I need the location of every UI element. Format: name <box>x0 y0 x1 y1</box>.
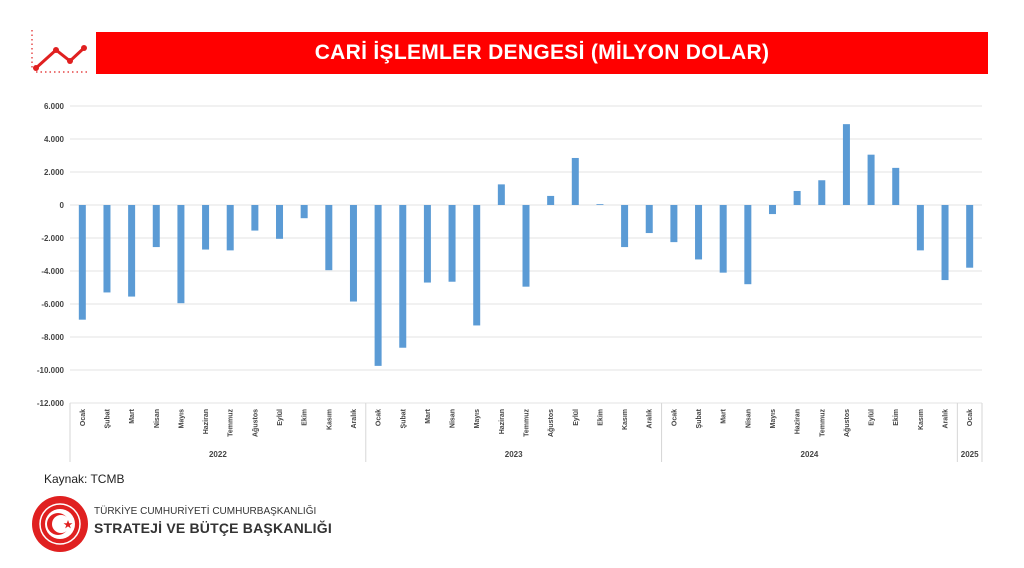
x-tick-label: Haziran <box>795 409 802 434</box>
x-tick-label: Ağustos <box>252 409 259 437</box>
x-tick-label: Temmuz <box>819 409 826 437</box>
group-label: 2024 <box>801 450 819 459</box>
group-label: 2022 <box>209 450 227 459</box>
trend-line-icon <box>31 30 88 73</box>
x-tick-label: Aralık <box>647 409 654 429</box>
x-tick-label: Mayıs <box>474 409 481 429</box>
x-tick-label: Aralık <box>351 409 358 429</box>
bar <box>892 167 900 205</box>
bar <box>349 205 357 302</box>
y-tick-label: -10.000 <box>37 366 65 375</box>
source-note: Kaynak: TCMB <box>44 472 125 486</box>
bar <box>719 205 727 273</box>
x-tick-label: Mayıs <box>178 409 185 429</box>
x-tick-label: Temmuz <box>524 409 531 437</box>
x-tick-label: Ocak <box>80 409 87 426</box>
bar <box>744 205 752 285</box>
bar <box>916 205 924 251</box>
x-tick-label: Ağustos <box>844 409 851 437</box>
x-tick-label: Kasım <box>622 409 629 430</box>
bar <box>152 205 160 248</box>
x-tick-label: Eylül <box>573 409 580 426</box>
x-tick-label: Ekim <box>893 409 900 426</box>
y-tick-label: 2.000 <box>44 168 65 177</box>
bar <box>202 205 210 250</box>
x-tick-label: Şubat <box>696 408 703 428</box>
group-label: 2023 <box>505 450 523 459</box>
x-tick-label: Mart <box>129 408 136 423</box>
x-tick-label: Ekim <box>302 409 309 426</box>
org-name: STRATEJİ VE BÜTÇE BAŞKANLIĞI <box>94 520 332 536</box>
bar <box>448 205 456 282</box>
title-bar: CARİ İŞLEMLER DENGESİ (MİLYON DOLAR) <box>96 32 988 74</box>
x-tick-label: Ocak <box>967 409 974 426</box>
bar <box>423 205 431 283</box>
x-tick-label: Mart <box>425 408 432 423</box>
bar <box>793 190 801 205</box>
bar <box>547 195 555 205</box>
y-tick-label: -8.000 <box>41 333 64 342</box>
y-tick-label: 4.000 <box>44 135 65 144</box>
bar <box>645 205 653 234</box>
x-tick-label: Kasım <box>326 409 333 430</box>
y-tick-label: 6.000 <box>44 102 65 111</box>
x-tick-label: Şubat <box>104 408 111 428</box>
x-tick-label: Nisan <box>154 409 161 428</box>
x-tick-label: Eylül <box>277 409 284 426</box>
group-label: 2025 <box>961 450 979 459</box>
x-tick-label: Ocak <box>376 409 383 426</box>
x-tick-label: Temmuz <box>228 409 235 437</box>
bar <box>670 205 678 243</box>
x-tick-label: Eylül <box>869 409 876 426</box>
y-tick-label: 0 <box>60 201 65 210</box>
bar <box>768 205 776 215</box>
bar <box>497 184 505 205</box>
bar <box>374 205 382 366</box>
bar <box>226 205 234 251</box>
presidency-seal-icon <box>32 496 88 552</box>
x-tick-label: Ocak <box>671 409 678 426</box>
org-parent-name: TÜRKİYE CUMHURİYETİ CUMHURBAŞKANLIĞI <box>94 506 317 517</box>
bar <box>177 205 185 304</box>
bar-chart: 6.000 4.000 2.000 0 -2.000 -4.000 -6.000 -8.000… <box>37 102 983 462</box>
y-tick-label: -4.000 <box>41 267 64 276</box>
bar <box>522 205 530 287</box>
x-tick-label: Ekim <box>597 409 604 426</box>
x-tick-label: Haziran <box>499 409 506 434</box>
y-tick-label: -6.000 <box>41 300 64 309</box>
bar <box>867 154 875 205</box>
x-tick-label: Haziran <box>203 409 210 434</box>
organization-block: TÜRKİYE CUMHURİYETİ CUMHURBAŞKANLIĞI STR… <box>30 494 390 554</box>
x-tick-label: Şubat <box>400 408 407 428</box>
bar <box>596 204 604 205</box>
bar <box>473 205 481 326</box>
y-tick-label: -2.000 <box>41 234 64 243</box>
y-tick-label: -12.000 <box>37 399 65 408</box>
x-tick-label: Kasım <box>918 409 925 430</box>
bar <box>571 157 579 205</box>
x-tick-label: Ağustos <box>548 409 555 437</box>
bar <box>128 205 136 297</box>
bar <box>621 205 629 248</box>
bar <box>78 205 86 320</box>
x-tick-label: Nisan <box>450 409 457 428</box>
x-tick-label: Mayıs <box>770 409 777 429</box>
bar <box>399 205 407 348</box>
x-tick-label: Nisan <box>745 409 752 428</box>
chart-title: CARİ İŞLEMLER DENGESİ (MİLYON DOLAR) <box>314 41 770 64</box>
x-tick-label: Mart <box>721 408 728 423</box>
bar <box>695 205 703 260</box>
bar <box>276 205 284 239</box>
bar <box>300 205 308 219</box>
bar <box>941 205 949 281</box>
x-tick-label: Aralık <box>943 409 950 429</box>
bar <box>325 205 333 271</box>
bar <box>251 205 259 231</box>
bar <box>103 205 111 293</box>
bar <box>818 180 826 205</box>
bar <box>966 205 974 268</box>
bar <box>842 124 850 205</box>
